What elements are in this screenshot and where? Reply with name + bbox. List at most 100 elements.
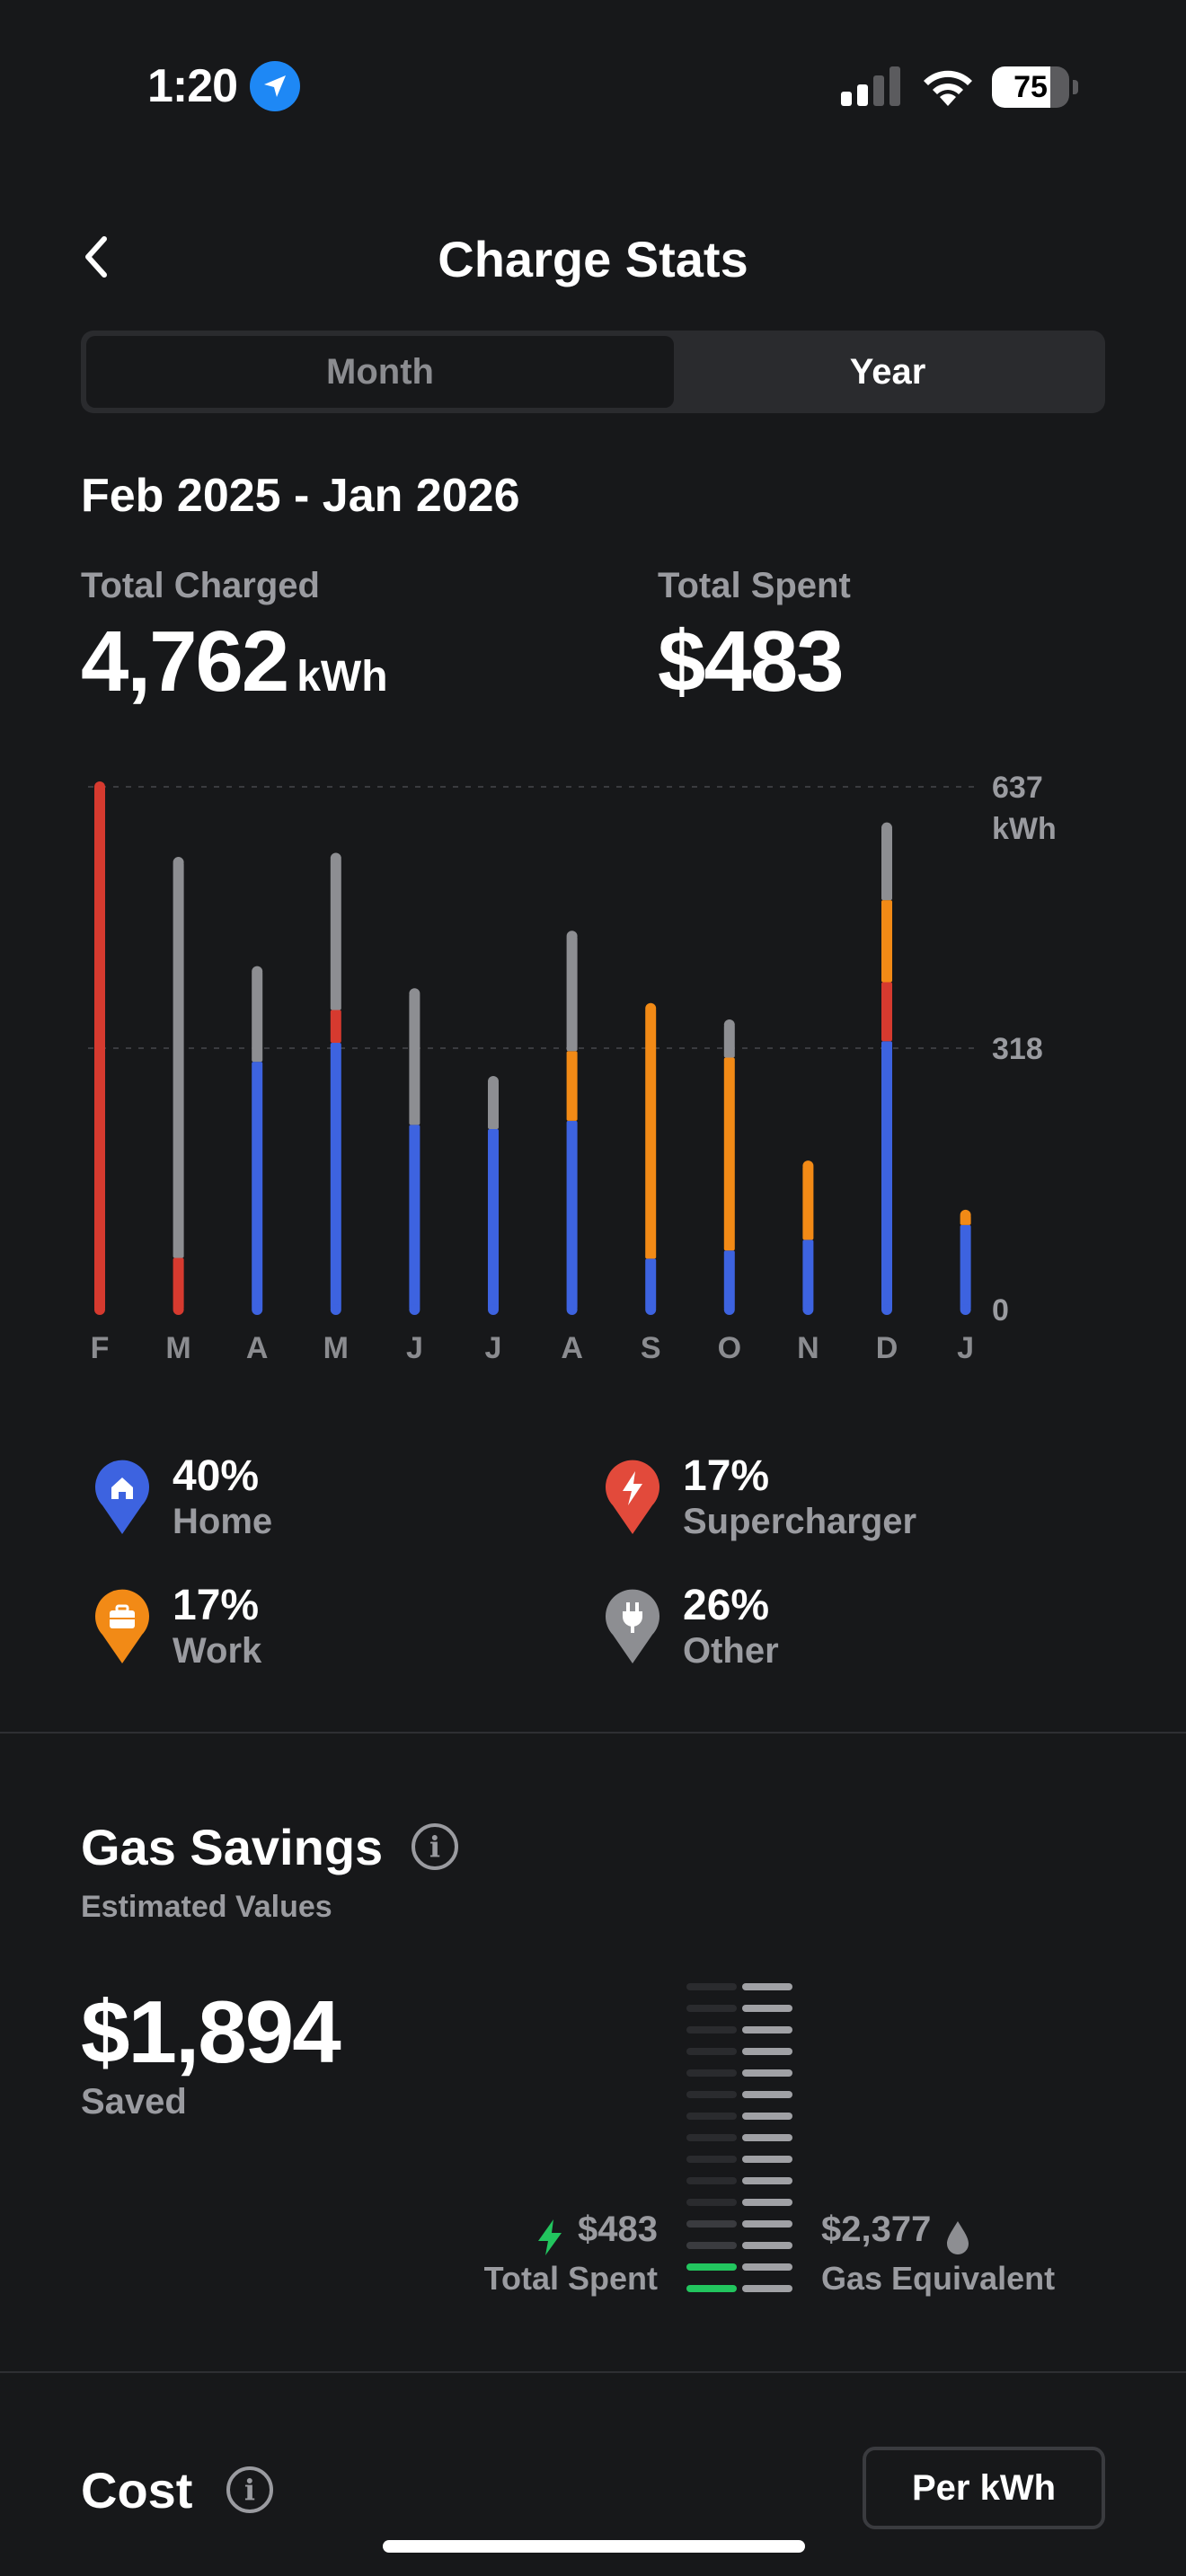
ladder-gas-rung bbox=[742, 2156, 792, 2163]
ladder-gas-rung bbox=[742, 2177, 792, 2184]
legend-supercharger-pct: 17% bbox=[683, 1452, 770, 1500]
home-indicator bbox=[383, 2540, 805, 2553]
bar-cap bbox=[488, 1076, 499, 1088]
bar-segment-other bbox=[173, 862, 184, 1258]
bar-segment-other bbox=[409, 993, 420, 1125]
cost-title: Cost bbox=[81, 2462, 193, 2519]
bar-cap bbox=[409, 1304, 420, 1315]
bar-cap bbox=[330, 852, 341, 864]
x-tick-label: J bbox=[406, 1331, 423, 1365]
ladder-gas-rung bbox=[742, 2069, 792, 2077]
ladder-spent-rung bbox=[686, 2285, 737, 2292]
ladder-spent-rung bbox=[686, 2091, 737, 2098]
bar-segment-supercharger bbox=[94, 787, 105, 1310]
section-divider bbox=[0, 2371, 1186, 2373]
bar-segment-home bbox=[723, 1250, 735, 1310]
bar-cap bbox=[330, 1304, 341, 1315]
battery-icon: 75 bbox=[992, 66, 1078, 108]
section-divider bbox=[0, 1732, 1186, 1734]
total-charged-number: 4,762 bbox=[81, 613, 289, 710]
bar-segment-supercharger bbox=[330, 1010, 341, 1044]
bolt-icon bbox=[538, 2219, 562, 2255]
per-kwh-button[interactable]: Per kWh bbox=[863, 2447, 1105, 2529]
total-charged-unit: kWh bbox=[296, 653, 388, 701]
legend-home-label: Home bbox=[173, 1502, 273, 1541]
status-time: 1:20 bbox=[147, 60, 238, 112]
y-tick-label: 637 bbox=[992, 771, 1043, 805]
bar-segment-supercharger bbox=[881, 982, 892, 1042]
ladder-spent-rung bbox=[686, 2220, 737, 2228]
bar-cap bbox=[723, 1304, 735, 1315]
legend-supercharger: 17% Supercharger bbox=[604, 1451, 1071, 1559]
bar-cap bbox=[409, 988, 420, 1000]
ladder-spent-rung bbox=[686, 2048, 737, 2055]
x-tick-label: M bbox=[165, 1331, 190, 1365]
cost-info-icon[interactable]: i bbox=[226, 2466, 273, 2513]
bar-segment-home bbox=[330, 1043, 341, 1310]
gas-savings-total-spent: $483 Total Spent bbox=[484, 2210, 658, 2297]
bar-cap bbox=[94, 781, 105, 792]
bar-segment-work bbox=[881, 900, 892, 983]
bar-segment-work bbox=[645, 1008, 657, 1259]
ladder-spent-rung bbox=[686, 2156, 737, 2163]
bar-segment-supercharger bbox=[173, 1257, 184, 1310]
ladder-gas-rung bbox=[742, 2048, 792, 2055]
ladder-spent-rung bbox=[686, 2069, 737, 2077]
bar-cap bbox=[645, 1304, 657, 1315]
bolt-pin-icon bbox=[606, 1460, 659, 1534]
legend-other: 26% Other bbox=[604, 1581, 1071, 1689]
bar-segment-home bbox=[802, 1239, 814, 1310]
y-tick-label: 0 bbox=[992, 1293, 1009, 1328]
briefcase-pin-icon bbox=[95, 1589, 149, 1663]
x-tick-label: O bbox=[718, 1331, 741, 1365]
x-tick-label: M bbox=[323, 1331, 349, 1365]
bar-cap bbox=[881, 1304, 892, 1315]
gas-equivalent-value: $2,377 bbox=[821, 2210, 932, 2249]
legend-work: 17% Work bbox=[93, 1581, 561, 1689]
bar-cap bbox=[488, 1304, 499, 1315]
tab-year[interactable]: Year bbox=[849, 352, 926, 392]
ladder-gas-rung bbox=[742, 2134, 792, 2141]
ladder-gas-rung bbox=[742, 2005, 792, 2012]
bar-segment-home bbox=[645, 1258, 657, 1310]
bar-segment-other bbox=[330, 858, 341, 1010]
tab-month[interactable]: Month bbox=[86, 336, 674, 408]
legend-home-pct: 40% bbox=[173, 1452, 260, 1500]
bar-cap bbox=[960, 1304, 971, 1315]
back-button[interactable] bbox=[72, 230, 126, 284]
y-tick-label: 318 bbox=[992, 1032, 1043, 1066]
bar-cap bbox=[960, 1209, 971, 1221]
gas-savings-title: Gas Savings bbox=[81, 1819, 384, 1875]
bar-segment-work bbox=[802, 1166, 814, 1240]
bar-segment-work bbox=[566, 1051, 578, 1121]
bar-cap bbox=[252, 1304, 263, 1315]
bar-segment-other bbox=[566, 936, 578, 1052]
legend-work-label: Work bbox=[173, 1631, 262, 1671]
bar-cap bbox=[802, 1304, 814, 1315]
monthly-charge-chart: 637 318 0 kWh F M A M J J A S O N D J bbox=[88, 771, 1057, 1365]
ladder-spent-rung bbox=[686, 1983, 737, 1990]
total-charged-label: Total Charged bbox=[81, 566, 320, 605]
bar-segment-other bbox=[881, 827, 892, 901]
ladder-gas-rung bbox=[742, 2199, 792, 2206]
bar-segment-home bbox=[566, 1120, 578, 1310]
bar-segment-other bbox=[723, 1024, 735, 1058]
x-tick-label: A bbox=[561, 1331, 583, 1365]
x-tick-label: S bbox=[641, 1331, 661, 1365]
bar-cap bbox=[566, 1304, 578, 1315]
ladder-spent-rung bbox=[686, 2113, 737, 2120]
ladder-gas-rung bbox=[742, 2242, 792, 2249]
total-charged-value: 4,762 kWh bbox=[81, 613, 388, 711]
ladder-gas-rung bbox=[742, 2220, 792, 2228]
x-tick-label: D bbox=[876, 1331, 898, 1365]
period-segmented-control: Month Year bbox=[81, 331, 1105, 413]
bar-cap bbox=[881, 822, 892, 834]
bar-segment-home bbox=[881, 1041, 892, 1310]
bar-segment-home bbox=[252, 1062, 263, 1310]
ladder-spent-rung bbox=[686, 2026, 737, 2033]
bar-segment-work bbox=[723, 1057, 735, 1251]
ladder-spent-rung bbox=[686, 2199, 737, 2206]
gas-savings-info-icon[interactable]: i bbox=[412, 1823, 458, 1870]
saved-label: Saved bbox=[81, 2082, 187, 2122]
ladder-gas-rung bbox=[742, 2263, 792, 2271]
